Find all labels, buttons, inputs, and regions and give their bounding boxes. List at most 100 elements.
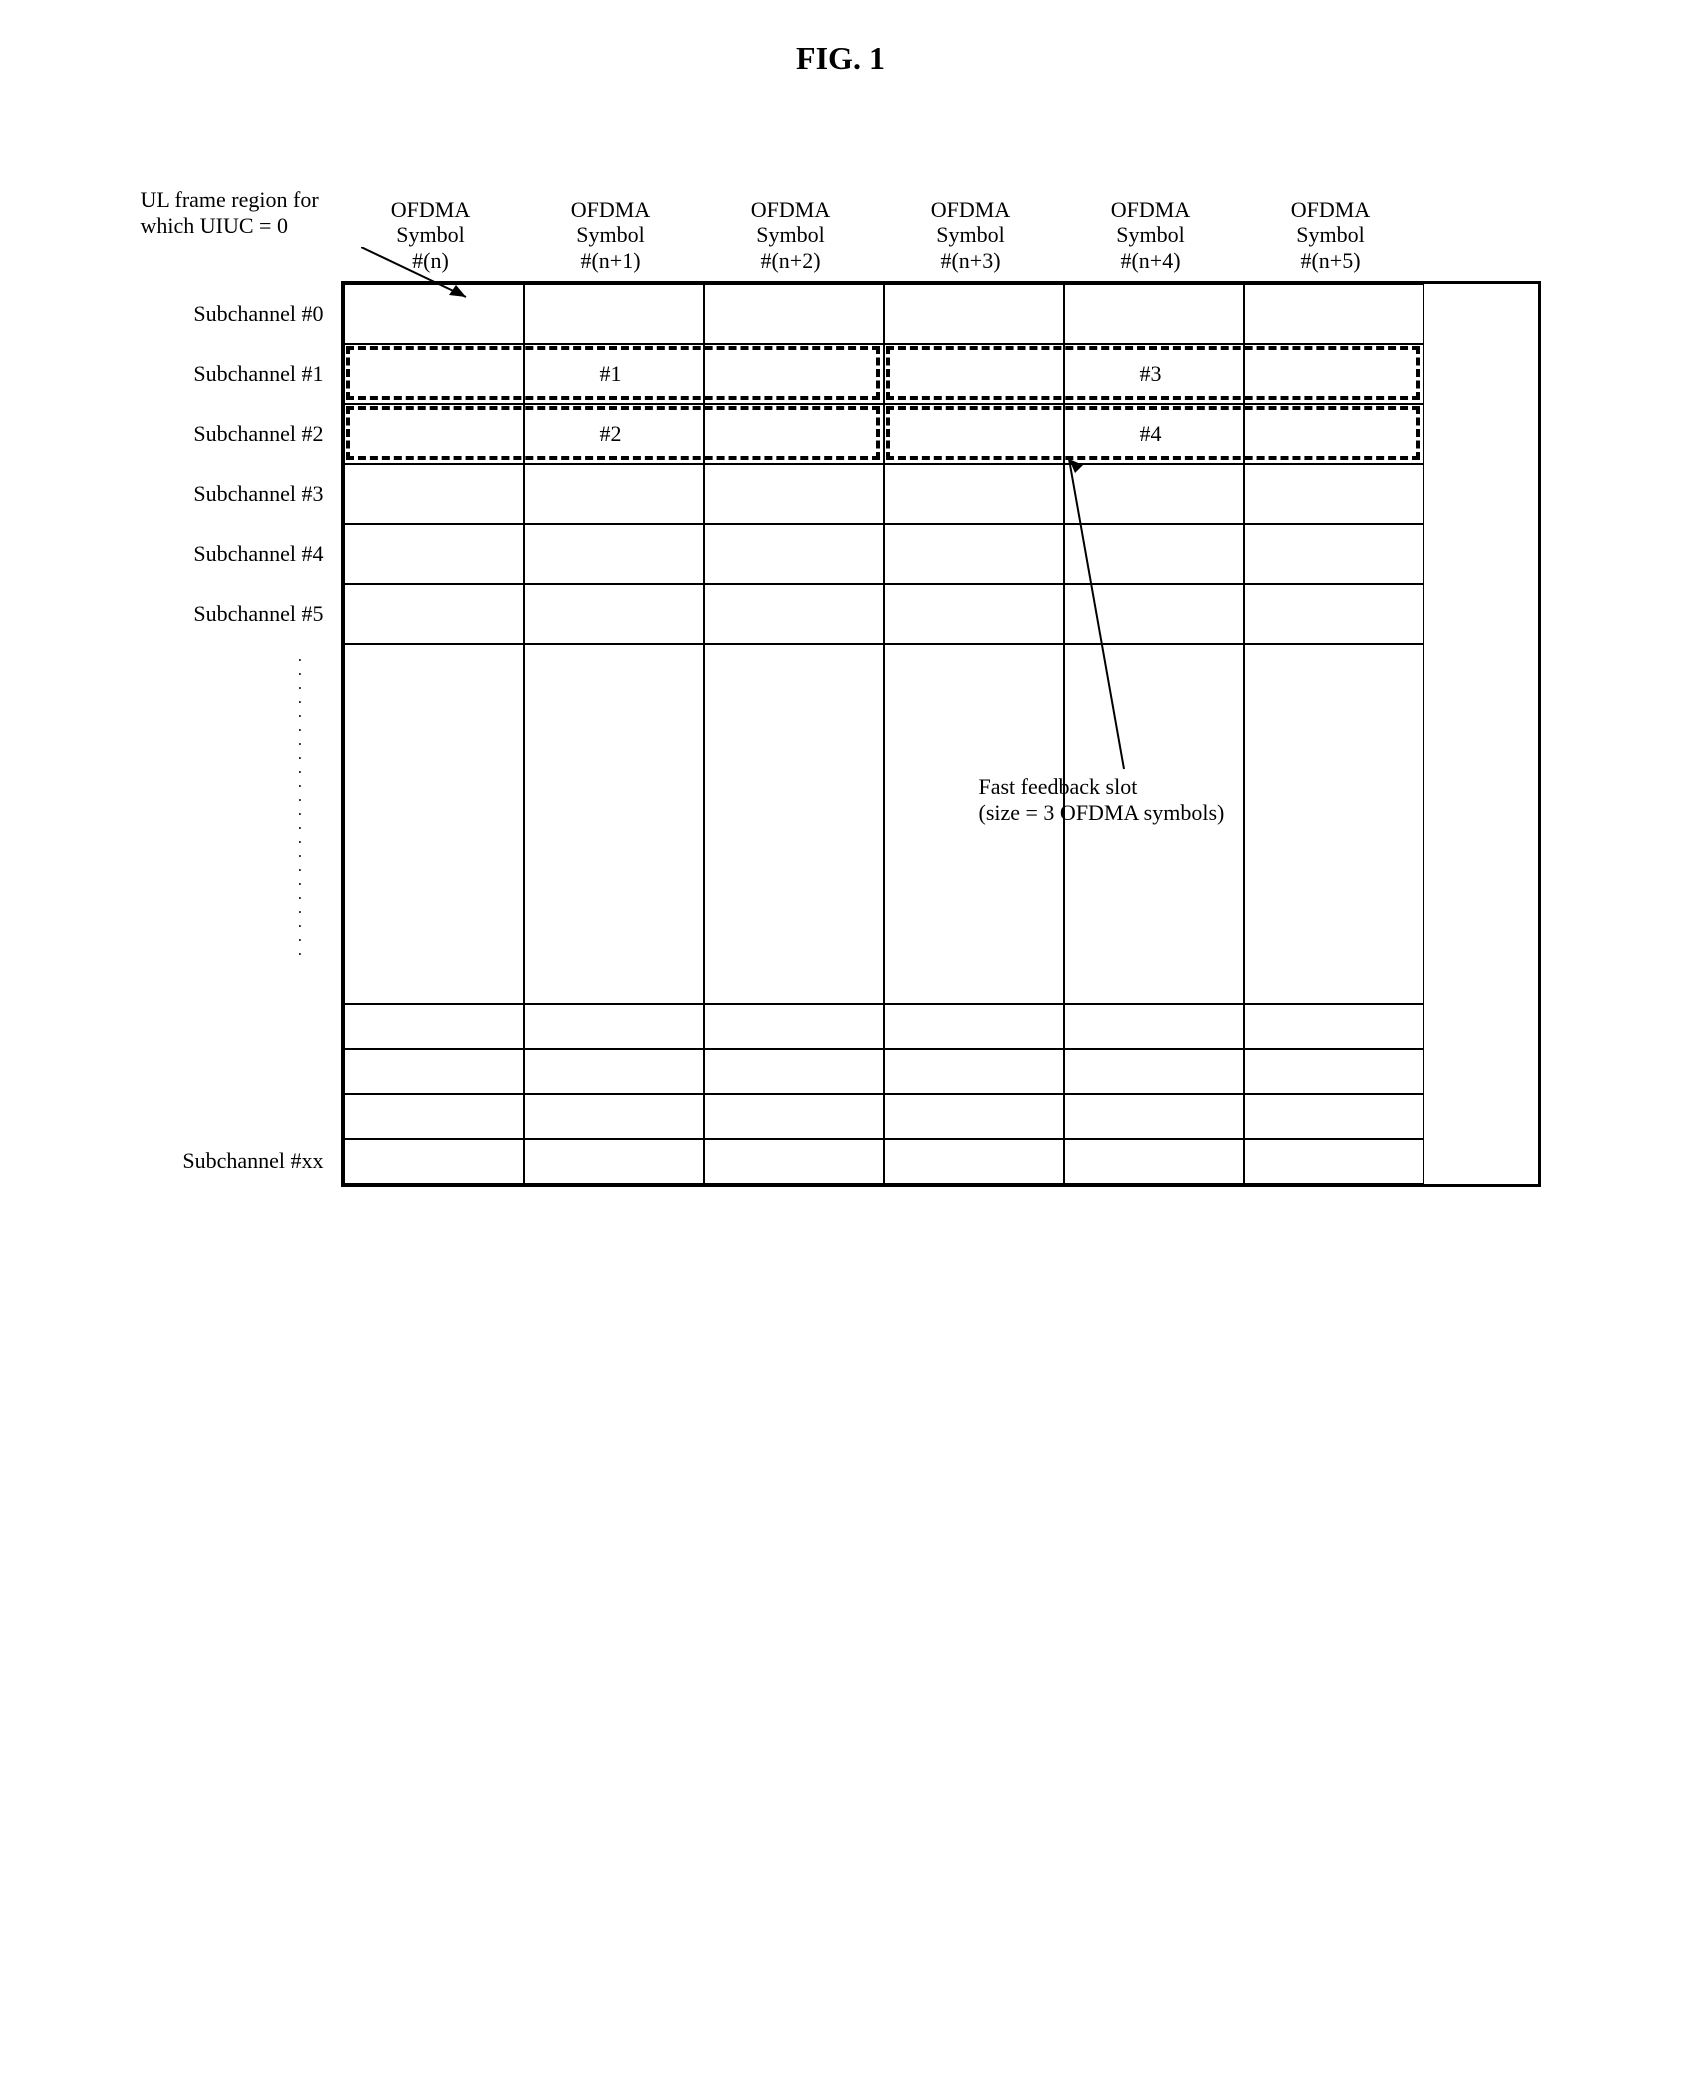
grid-cell [1244,284,1424,344]
grid-cell [344,464,524,524]
ul-frame-label-line1: UL frame region for [141,187,319,212]
grid-cell [344,284,524,344]
grid-cell [1244,464,1424,524]
ul-frame-region-label: UL frame region for which UIUC = 0 [141,187,319,240]
grid-cell [344,404,524,464]
column-header: OFDMASymbol#(n+5) [1241,197,1421,281]
grid-cell [884,584,1064,644]
grid-cell [524,284,704,344]
grid-cell [1064,1139,1244,1184]
col-hdr-line2: Symbol [1296,222,1364,247]
grid-row: Subchannel #3 [344,464,1538,524]
col-hdr-line1: OFDMA [1291,197,1370,222]
ul-frame-label-line2: which UIUC = 0 [141,213,288,238]
col-hdr-line3: #(n+3) [940,248,1000,273]
column-header: OFDMASymbol#(n+4) [1061,197,1241,281]
column-headers: OFDMASymbol#(n)OFDMASymbol#(n+1)OFDMASym… [341,197,1541,281]
grid-cell [344,1094,524,1139]
grid-cell [524,464,704,524]
grid-row: Subchannel #2 [344,404,1538,464]
grid-cell [524,344,704,404]
fb-line2: (size = 3 OFDMA symbols) [979,800,1225,825]
grid-cell [704,584,884,644]
grid-row [344,1004,1538,1049]
fast-feedback-arrow [1059,449,1134,779]
column-header: OFDMASymbol#(n+1) [521,197,701,281]
col-hdr-line2: Symbol [936,222,1004,247]
grid-cell [704,1094,884,1139]
grid-cell [1244,1049,1424,1094]
grid-cell [884,464,1064,524]
grid-row: Subchannel #4 [344,524,1538,584]
grid-cell [1064,1049,1244,1094]
grid-cell [344,1049,524,1094]
fast-feedback-annotation: Fast feedback slot(size = 3 OFDMA symbol… [979,774,1225,827]
col-hdr-line1: OFDMA [571,197,650,222]
col-hdr-line3: #(n+1) [580,248,640,273]
grid-cell [524,644,704,1004]
grid-cell [704,644,884,1004]
grid-cell [524,524,704,584]
grid-cell [884,1094,1064,1139]
grid-cell [704,284,884,344]
grid-cell [1244,1094,1424,1139]
figure-title: FIG. 1 [40,40,1641,77]
grid-cell [884,344,1064,404]
subchannel-label: Subchannel #xx [144,1148,334,1174]
grid-cell [884,1139,1064,1184]
grid-row [344,1094,1538,1139]
col-hdr-line1: OFDMA [391,197,470,222]
grid-cell [704,344,884,404]
col-hdr-line2: Symbol [1116,222,1184,247]
grid-cell [524,1049,704,1094]
diagram-container: UL frame region for which UIUC = 0 OFDMA… [141,197,1541,1187]
grid-cell [1244,1004,1424,1049]
grid-row: Subchannel #1 [344,344,1538,404]
grid-cell [704,464,884,524]
grid-row: •••••••••••••••••••••• [344,644,1538,1004]
grid-row [344,1049,1538,1094]
grid-cell [1244,524,1424,584]
grid-cell [1064,284,1244,344]
grid-cell [884,284,1064,344]
subchannel-label: Subchannel #1 [144,361,334,387]
grid-cell [1244,404,1424,464]
grid-area: OFDMASymbol#(n)OFDMASymbol#(n+1)OFDMASym… [341,197,1541,1187]
grid-cell [884,1049,1064,1094]
grid-cell [344,1139,524,1184]
grid-cell [1244,344,1424,404]
grid-cell [1064,1094,1244,1139]
grid-cell [704,1004,884,1049]
subchannel-label: Subchannel #4 [144,541,334,567]
subchannel-label: Subchannel #5 [144,601,334,627]
col-hdr-line3: #(n+2) [760,248,820,273]
grid-cell [344,524,524,584]
subchannel-label: Subchannel #2 [144,421,334,447]
grid-cell [344,644,524,1004]
grid-cell [524,1094,704,1139]
col-hdr-line3: #(n) [412,248,449,273]
subchannel-label: Subchannel #0 [144,301,334,327]
grid-cell [1064,1004,1244,1049]
grid-row: Subchannel #xx [344,1139,1538,1184]
ellipsis-dots: •••••••••••••••••••••• [299,654,302,962]
grid-cell [1244,584,1424,644]
grid-cell [1244,1139,1424,1184]
grid-cell [704,1049,884,1094]
grid-cell [884,1004,1064,1049]
grid-cell [344,1004,524,1049]
col-hdr-line1: OFDMA [751,197,830,222]
grid-cell [524,1139,704,1184]
grid-cell [704,404,884,464]
col-hdr-line2: Symbol [576,222,644,247]
grid-row: Subchannel #0 [344,284,1538,344]
grid-cell [344,584,524,644]
grid-cell [1064,344,1244,404]
col-hdr-line3: #(n+5) [1300,248,1360,273]
col-hdr-line2: Symbol [396,222,464,247]
column-header: OFDMASymbol#(n+3) [881,197,1061,281]
grid-cell [524,584,704,644]
grid-cell [884,524,1064,584]
grid-cell [704,1139,884,1184]
grid-cell [524,1004,704,1049]
